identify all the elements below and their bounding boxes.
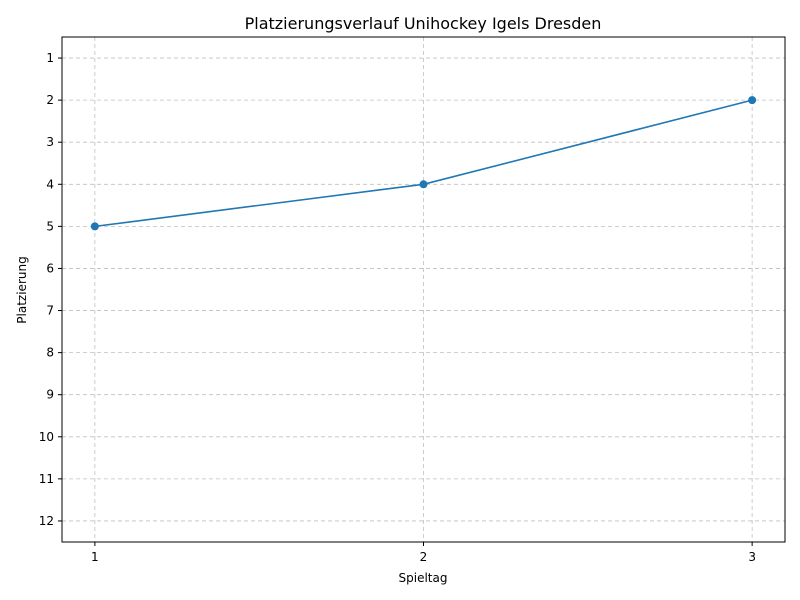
y-tick-label: 12 <box>39 514 54 528</box>
grid-lines <box>62 37 785 542</box>
y-tick-label: 3 <box>46 135 54 149</box>
x-axis-ticks: 1 2 3 <box>91 542 756 564</box>
x-tick-label: 2 <box>420 550 428 564</box>
y-tick-label: 2 <box>46 93 54 107</box>
y-tick-label: 4 <box>46 177 54 191</box>
y-axis-label: Platzierung <box>15 256 29 323</box>
chart-title: Platzierungsverlauf Unihockey Igels Dres… <box>245 14 602 33</box>
x-axis-label: Spieltag <box>399 571 448 585</box>
x-tick-label: 3 <box>748 550 756 564</box>
y-tick-label: 10 <box>39 430 54 444</box>
x-tick-label: 1 <box>91 550 99 564</box>
data-point <box>748 96 757 105</box>
y-tick-label: 1 <box>46 51 54 65</box>
y-tick-label: 5 <box>46 219 54 233</box>
y-tick-label: 9 <box>46 388 54 402</box>
data-point <box>90 222 99 231</box>
y-tick-label: 11 <box>39 472 54 486</box>
series-layer <box>90 96 757 231</box>
y-tick-label: 7 <box>46 304 54 318</box>
y-tick-label: 8 <box>46 346 54 360</box>
y-tick-label: 6 <box>46 261 54 275</box>
data-point <box>419 180 428 189</box>
